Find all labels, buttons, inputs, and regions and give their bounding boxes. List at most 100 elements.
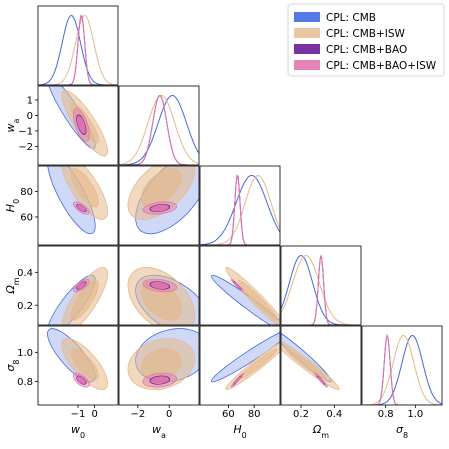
panel-wa-wa <box>118 85 200 166</box>
y-tick-label: 1 <box>27 95 33 106</box>
x-tick-label: 0.4 <box>326 409 342 420</box>
marginal-w0-series-3 <box>38 14 118 85</box>
marginal-s8-series-1 <box>362 335 442 405</box>
panel-frame <box>118 245 200 326</box>
legend-swatch <box>294 60 320 70</box>
contour-95-series-0 <box>210 328 280 383</box>
y-tick-label: 0.4 <box>17 268 33 279</box>
panel-s8-s8: 0.8 1.0 σ8 <box>361 325 443 440</box>
legend-swatch <box>294 12 320 22</box>
marginal-wa-series-1 <box>119 95 199 165</box>
marginal-H0-series-0 <box>200 175 280 245</box>
marginal-H0-series-2 <box>200 174 280 245</box>
panel-w0-w0 <box>37 5 119 86</box>
x-axis-label-s8: σ8 <box>396 423 408 440</box>
panel-frame <box>37 165 119 246</box>
panel-H0-H0 <box>199 165 281 246</box>
x-tick-label: 0.8 <box>378 409 394 420</box>
contour-68-series-3 <box>76 204 86 212</box>
y-axis-label-H0: H0 <box>4 199 21 212</box>
contour-68-series-3 <box>150 376 169 385</box>
panel-frame <box>118 325 200 406</box>
contour-68-series-1 <box>70 348 99 380</box>
x-tick-label: 60 <box>222 409 235 420</box>
panel-Om-Om <box>280 245 362 326</box>
x-tick-label: −1 <box>71 409 86 420</box>
panel-frame <box>37 85 119 166</box>
legend-label: CPL: CMB+BAO+ISW <box>326 60 437 72</box>
x-axis-label-wa: wa <box>152 423 166 440</box>
x-axis-label-w0: w0 <box>71 423 85 440</box>
panel-w0-Om: 0.4 0.2 Ωm <box>4 245 119 326</box>
panel-frame <box>118 85 200 166</box>
contour-68-series-3 <box>150 204 169 212</box>
contour-68-series-3 <box>150 281 169 290</box>
panel-frame <box>37 245 119 326</box>
y-tick-label: 60 <box>20 212 33 223</box>
y-tick-label: 0.8 <box>17 377 33 388</box>
marginal-Om-series-0 <box>281 254 361 325</box>
legend-label: CPL: CMB+BAO <box>326 44 407 56</box>
panel-frame <box>199 165 281 246</box>
y-axis-label-wa: wa <box>4 118 21 132</box>
marginal-Om-series-3 <box>281 255 361 325</box>
legend-swatch <box>294 44 320 54</box>
panel-frame <box>361 325 443 406</box>
legend: CPL: CMB CPL: CMB+ISW CPL: CMB+BAO CPL: CMB… <box>287 3 445 77</box>
panel-frame <box>118 165 200 246</box>
contour-68-series-1 <box>238 280 278 321</box>
marginal-w0-series-1 <box>38 14 118 85</box>
panel-Om-s8: 0.2 0.4 Ωm <box>280 325 362 440</box>
x-tick-label: 0 <box>91 409 97 420</box>
marginal-H0-series-3 <box>200 174 280 245</box>
legend-label: CPL: CMB+ISW <box>326 28 406 40</box>
legend-label: CPL: CMB <box>326 12 376 24</box>
y-tick-label: −2 <box>18 142 33 153</box>
contour-68-series-1 <box>140 168 182 208</box>
marginal-s8-series-3 <box>362 333 442 405</box>
panel-frame <box>199 325 281 406</box>
x-tick-label: 0.2 <box>293 409 309 420</box>
marginal-s8-series-2 <box>362 333 442 405</box>
panel-wa-Om <box>118 245 200 326</box>
x-tick-label: 80 <box>248 409 261 420</box>
x-axis-label-Om: Ωm <box>312 423 329 440</box>
y-tick-label: 0.2 <box>17 301 33 312</box>
panel-frame <box>280 245 362 326</box>
marginal-s8-series-0 <box>362 334 442 405</box>
x-tick-label: 1.0 <box>407 409 423 420</box>
contour-68-series-3 <box>317 376 325 385</box>
y-tick-label: 1.0 <box>17 348 33 359</box>
y-tick-label: 0 <box>27 111 33 122</box>
y-axis-label-Om: Ωm <box>4 277 21 294</box>
y-tick-label: 80 <box>20 187 33 198</box>
contour-68-series-3 <box>233 376 241 385</box>
legend-box <box>287 3 445 77</box>
x-tick-label: 0 <box>166 409 172 420</box>
marginal-Om-series-2 <box>281 255 361 325</box>
contour-68-series-1 <box>285 348 327 380</box>
panel-w0-s8: −1 0 w0 1.0 0.8 σ8 <box>4 325 119 440</box>
panel-frame <box>280 325 362 406</box>
panel-wa-H0 <box>118 165 200 246</box>
contour-68-series-1 <box>70 280 99 321</box>
marginal-H0-series-1 <box>200 174 280 245</box>
contour-68-series-1 <box>70 168 99 208</box>
y-axis-label-s8: σ8 <box>4 359 21 371</box>
contour-68-series-3 <box>76 376 86 385</box>
marginal-wa-series-0 <box>119 95 199 165</box>
marginal-w0-series-2 <box>38 14 118 85</box>
contour-68-series-1 <box>140 280 182 321</box>
marginal-w0-series-0 <box>38 14 118 85</box>
legend-swatch <box>294 28 320 38</box>
contour-68-series-3 <box>76 281 86 290</box>
contour-68-series-3 <box>76 115 86 134</box>
y-tick-label: −1 <box>18 126 33 137</box>
contour-68-series-3 <box>233 281 241 290</box>
x-tick-label: −2 <box>130 409 145 420</box>
panel-H0-Om <box>199 245 281 326</box>
marginal-Om-series-1 <box>281 254 361 325</box>
